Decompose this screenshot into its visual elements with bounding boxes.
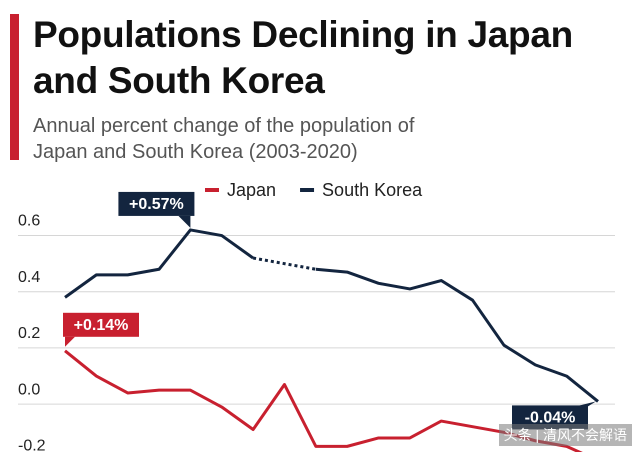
chart-title: Populations Declining in Japan and South… (33, 14, 573, 101)
value-label-text: -0.04% (525, 410, 576, 427)
y-tick-label: 0.0 (18, 381, 40, 398)
value-label-text: +0.14% (74, 317, 129, 334)
value-label: +0.57% (118, 191, 195, 228)
y-tick-label: 0.2 (18, 325, 40, 342)
label-pointer (178, 215, 191, 228)
legend-label: South Korea (322, 180, 423, 200)
value-label: +0.14% (63, 312, 139, 347)
label-box (118, 191, 195, 216)
label-pointer (65, 336, 75, 347)
y-tick-label: 0.6 (18, 213, 40, 230)
chart-subtitle: Annual percent change of the population … (33, 115, 415, 163)
accent-bar (10, 14, 19, 160)
label-box (63, 312, 139, 337)
series-line (64, 228, 599, 403)
gap-bridge (252, 256, 317, 271)
y-tick-label: 0.4 (18, 269, 40, 286)
y-tick-label: -0.2 (18, 438, 46, 452)
label-pointer (576, 401, 596, 407)
watermark: 头条 | 清风不会解语 (498, 424, 632, 446)
value-label-text: +0.57% (129, 196, 184, 213)
legend-label: Japan (227, 180, 276, 200)
